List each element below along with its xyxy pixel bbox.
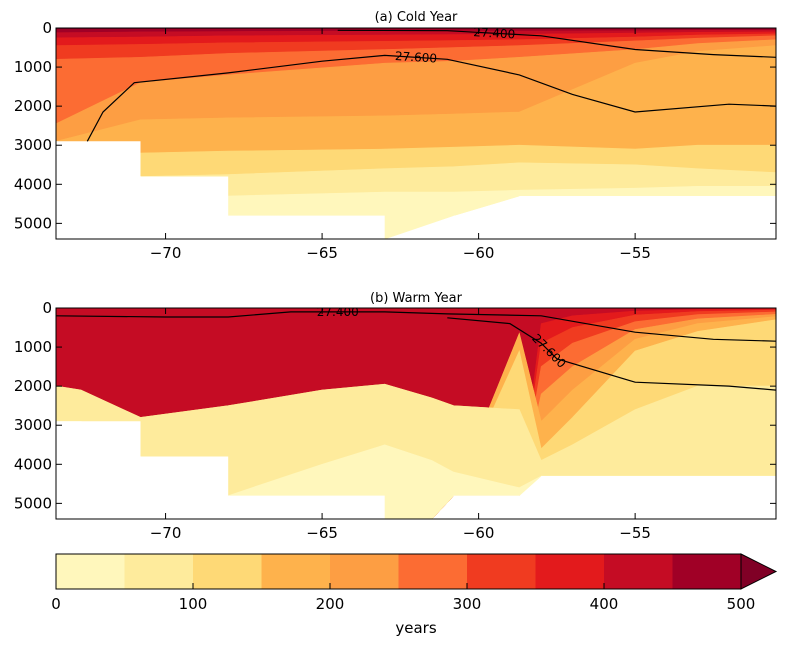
y-tick-label: 5000 xyxy=(14,494,52,512)
panel-a-frame xyxy=(55,27,777,240)
colorbar-frame xyxy=(55,553,742,590)
seafloor-mask xyxy=(56,141,776,239)
x-tick-label: −65 xyxy=(306,524,338,542)
y-tick-label: 4000 xyxy=(14,175,52,193)
panel-a-filled-contours xyxy=(56,28,776,239)
colorbar-cells xyxy=(55,553,778,590)
colorbar-cell xyxy=(124,554,194,589)
panel-a-title: (a) Cold Year xyxy=(375,10,458,25)
panel-b-filled-contours xyxy=(56,308,776,519)
colorbar-ticks: 0 100 200 300 400 500 xyxy=(51,583,755,613)
colorbar-label: years xyxy=(395,619,436,637)
colorbar-cell xyxy=(261,554,331,589)
panel-a-contour-lines: 27.400 27.600 xyxy=(86,25,776,142)
colorbar-tick-label: 100 xyxy=(179,595,208,613)
colorbar-cell xyxy=(398,554,468,589)
colorbar-tick-label: 500 xyxy=(727,595,756,613)
colorbar-cell xyxy=(330,554,399,589)
y-tick-label: 1000 xyxy=(14,338,52,356)
isopycnal-line xyxy=(86,54,776,142)
isopycnal-line xyxy=(447,317,776,391)
x-tick-label: −55 xyxy=(619,244,651,262)
y-tick-label: 5000 xyxy=(14,214,52,232)
colorbar-cell xyxy=(467,554,536,589)
colorbar-cell xyxy=(672,554,742,589)
y-tick-label: 2000 xyxy=(14,377,52,395)
isopycnal-line xyxy=(56,311,776,342)
x-tick-label: −70 xyxy=(150,524,182,542)
colorbar-tick-label: 0 xyxy=(51,595,61,613)
panel-b-frame xyxy=(55,307,777,520)
isopycnal-line xyxy=(337,29,776,58)
contour-label: 27.400 xyxy=(473,25,516,41)
x-tick-label: −60 xyxy=(463,524,495,542)
colorbar-cell xyxy=(604,554,673,589)
y-tick-label: 0 xyxy=(42,299,52,317)
y-tick-label: 3000 xyxy=(14,136,52,154)
y-tick-label: 0 xyxy=(42,19,52,37)
colorbar: 0 100 200 300 400 500 years xyxy=(51,553,778,637)
x-tick-label: −70 xyxy=(150,244,182,262)
colorbar-extend-arrow xyxy=(740,553,778,590)
colorbar-cell xyxy=(193,554,262,589)
colorbar-tick-label: 200 xyxy=(316,595,345,613)
colorbar-tick-label: 300 xyxy=(453,595,482,613)
colorbar-tick-label: 400 xyxy=(590,595,619,613)
contour-label: 27.600 xyxy=(395,49,438,66)
panel-b-ticks: −70 −65 −60 −55 0 1000 2000 3000 4000 5000 xyxy=(14,299,776,542)
y-tick-label: 1000 xyxy=(14,58,52,76)
y-tick-label: 4000 xyxy=(14,455,52,473)
y-tick-label: 3000 xyxy=(14,416,52,434)
x-tick-label: −60 xyxy=(463,244,495,262)
contour-label: 27.400 xyxy=(317,305,359,319)
colorbar-cell xyxy=(535,554,605,589)
y-tick-label: 2000 xyxy=(14,97,52,115)
seafloor-mask xyxy=(56,421,776,519)
colorbar-cell xyxy=(56,554,125,589)
x-tick-label: −55 xyxy=(619,524,651,542)
panel-cold-year: (a) Cold Year 27.400 27.600 −70 −65 −60 −55 0… xyxy=(14,10,777,262)
panel-a-ticks: −70 −65 −60 −55 0 1000 2000 3000 4000 5000 xyxy=(14,19,776,262)
panel-b-title: (b) Warm Year xyxy=(370,291,463,306)
x-tick-label: −65 xyxy=(306,244,338,262)
